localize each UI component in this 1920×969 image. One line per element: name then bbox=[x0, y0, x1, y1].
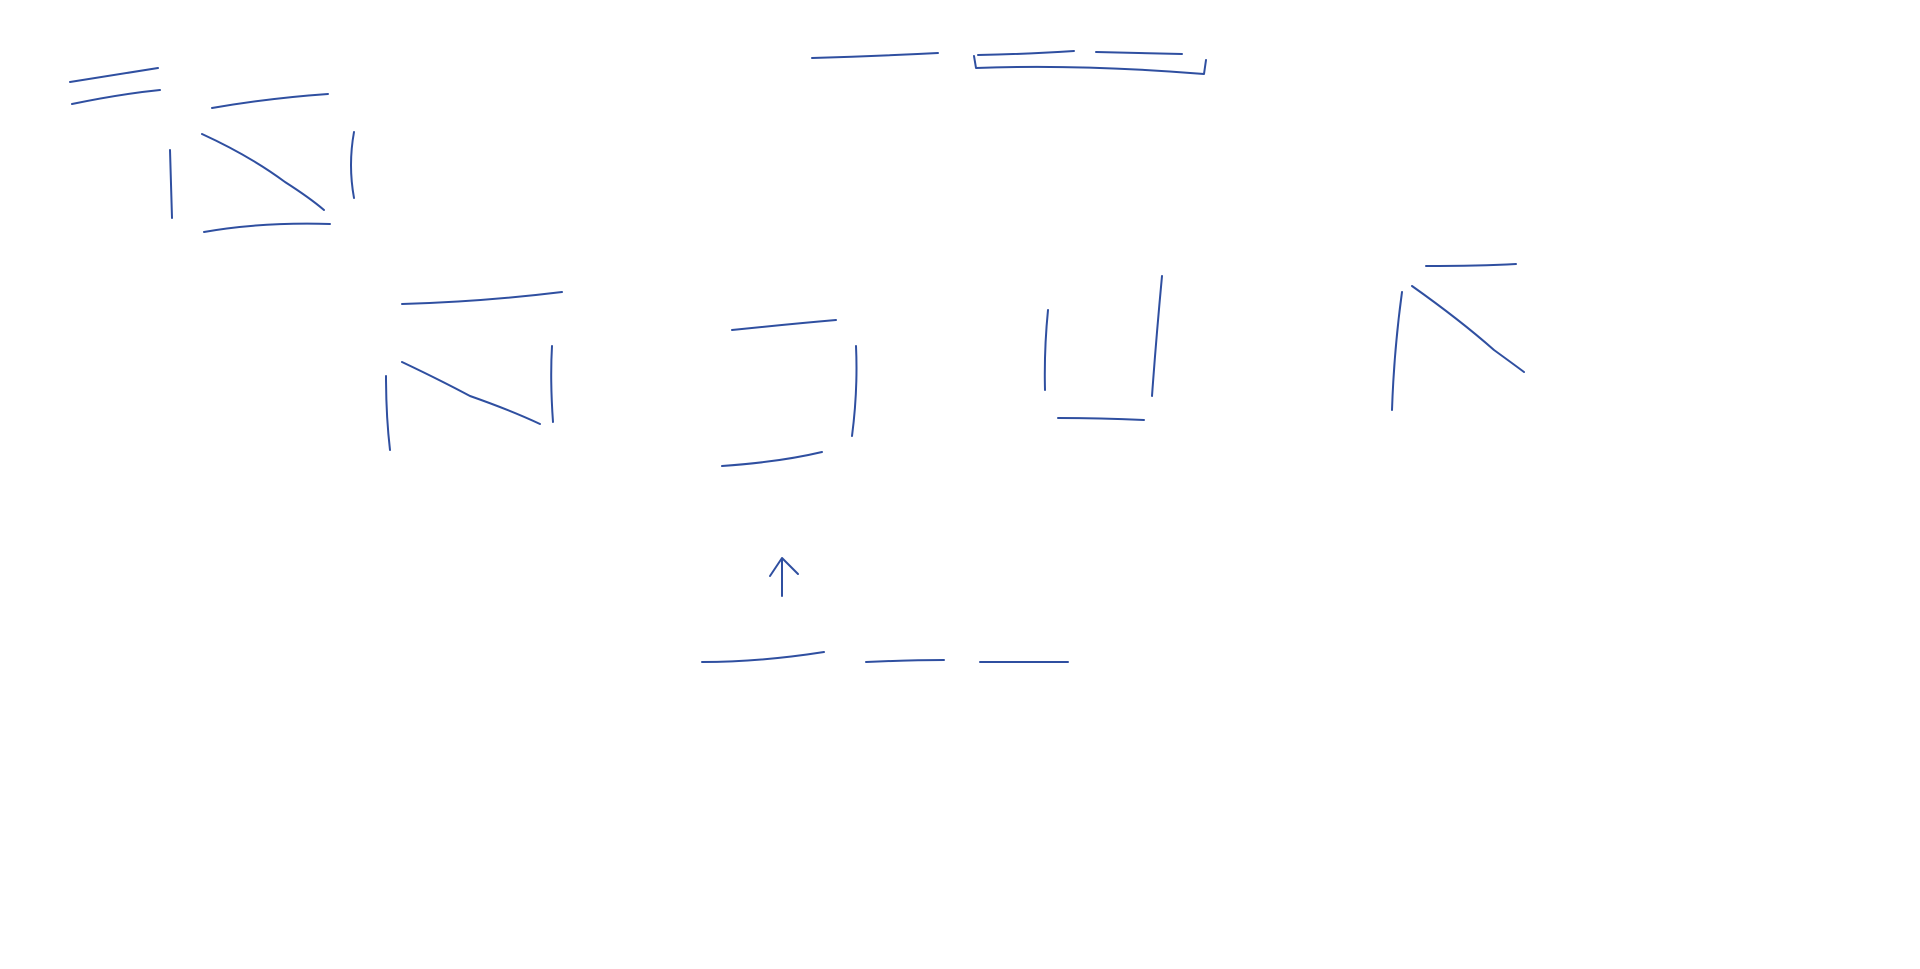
tree-3-node-0: 0 bbox=[1036, 274, 1054, 307]
tree-4-node-3: 3 bbox=[1518, 369, 1540, 409]
tree-1: 0 1 2 3 10 7 9 C = 26 bbox=[356, 316, 576, 559]
up-arrow-icon bbox=[769, 557, 799, 597]
tree-1-edge-1-3 bbox=[550, 345, 554, 423]
graph-group: Graph 0 1 2 3 5 7 9 10 8 bbox=[69, 24, 376, 266]
tree-3-weight-0-2: 9 bbox=[1006, 319, 1023, 349]
tree-2-node-2: 2 bbox=[698, 448, 718, 486]
tree-4-node-1: 1 bbox=[1528, 257, 1547, 292]
tree-4-node-0: 0 bbox=[1392, 251, 1414, 291]
graph-node-3: 3 bbox=[340, 205, 359, 240]
tree-1-weight-0-2: 9 bbox=[356, 398, 371, 426]
tree-2: 0 1 2 3 5 7 8 C = 20 bbox=[698, 284, 880, 561]
tree-4-node-2: 2 bbox=[1370, 416, 1393, 457]
tree-3-cost: 24 bbox=[1062, 491, 1105, 531]
tree-4-edge-0-1 bbox=[1425, 263, 1517, 267]
title-star-left: * bbox=[752, 13, 769, 53]
tree-3-node-2: 2 bbox=[1030, 404, 1048, 437]
annotation-text: minimum spanning tree bbox=[706, 599, 1114, 639]
graph-weight-2-3: 8 bbox=[248, 238, 263, 266]
graph-node-2: 2 bbox=[162, 225, 181, 260]
tree-4-edge-0-2 bbox=[1391, 291, 1403, 411]
tree-1-node-0: 0 bbox=[378, 339, 397, 374]
title-bracket-underline bbox=[973, 55, 1207, 75]
spanning-tree-label-underline bbox=[401, 291, 563, 305]
annotation-underline-spanning bbox=[865, 659, 945, 663]
graph-edge-0-3 bbox=[201, 133, 325, 211]
tree-2-node-3: 3 bbox=[834, 440, 852, 473]
title-underline-tree bbox=[1095, 51, 1183, 55]
annotation-group: minimum spanning tree bbox=[701, 557, 1114, 664]
tree-3-weight-2-3: 8 bbox=[1092, 436, 1110, 469]
graph-node-0: 0 bbox=[160, 95, 182, 135]
spanning-tree-label: spanning tree bbox=[400, 239, 636, 279]
tree-1-weight-0-3: 10 bbox=[476, 373, 504, 398]
tree-2-node-0: 0 bbox=[702, 319, 719, 349]
tree-1-node-3: 3 bbox=[544, 423, 561, 453]
tree-1-cost: C = 26 bbox=[412, 519, 529, 559]
tree-3-edge-0-2 bbox=[1043, 309, 1049, 391]
graph-edge-0-2 bbox=[169, 149, 173, 219]
graph-label: Graph bbox=[92, 24, 196, 64]
tree-1-edge-0-3 bbox=[401, 361, 541, 425]
tree-4: 0 1 2 3 5 10 9 24 bbox=[1356, 217, 1547, 514]
tree-2-weight-2-3: 8 bbox=[768, 476, 783, 504]
tree-2-cost: C = 20 bbox=[730, 521, 847, 561]
annotation-underline-minimum bbox=[701, 651, 825, 663]
tree-1-weight-1-3: 7 bbox=[560, 358, 576, 386]
graph-weight-0-2: 9 bbox=[140, 173, 157, 203]
tree-3-node-3: 3 bbox=[1150, 408, 1165, 436]
tree-1-node-1: 1 bbox=[546, 316, 561, 344]
graph-node-1: 1 bbox=[342, 83, 364, 123]
tree-2-node-1: 1 bbox=[848, 308, 863, 336]
graph-weight-0-3: 10 bbox=[258, 147, 283, 171]
tree-3-weight-1-3: 7 bbox=[1178, 350, 1196, 383]
tree-3-node-1: 1 bbox=[1164, 269, 1183, 304]
tree-2-edge-2-3 bbox=[721, 451, 823, 467]
tree-4-weight-0-2: 9 bbox=[1356, 333, 1373, 363]
tree-2-edge-1-3 bbox=[851, 345, 858, 437]
graph-edge-2-3 bbox=[203, 222, 331, 233]
graph-weight-1-3: 7 bbox=[362, 153, 376, 178]
title-text: Minimum spanning Tree bbox=[812, 3, 1221, 43]
title-underline-minimum bbox=[811, 52, 939, 59]
title-underline-spanning bbox=[977, 50, 1075, 56]
tree-2-weight-0-1: 5 bbox=[772, 284, 787, 312]
tree-3: 0 1 2 3 9 7 8 24 bbox=[1006, 269, 1196, 531]
tree-4-cost: 24 bbox=[1432, 476, 1473, 514]
tree-1-edge-0-2 bbox=[385, 375, 391, 451]
graph-edge-0-1 bbox=[211, 93, 329, 109]
tree-3-edge-2-3 bbox=[1057, 417, 1145, 421]
tree-2-edge-0-1 bbox=[731, 319, 837, 331]
title-star-right: * bbox=[1190, 9, 1207, 49]
graph-label-underline-1 bbox=[69, 67, 159, 83]
graph-edge-1-3 bbox=[350, 131, 355, 199]
title-group: * Minimum spanning Tree * bbox=[752, 3, 1221, 75]
tree-2-weight-1-3: 7 bbox=[864, 362, 880, 390]
graph-weight-0-1: 5 bbox=[252, 71, 266, 96]
tree-4-weight-0-1: 5 bbox=[1476, 217, 1493, 247]
tree-4-weight-0-3: 10 bbox=[1472, 307, 1500, 332]
spanning-tree-label-group: spanning tree bbox=[400, 239, 636, 305]
tree-4-edge-0-3 bbox=[1411, 285, 1525, 373]
graph-label-underline-2 bbox=[71, 89, 161, 105]
tree-3-edge-1-3 bbox=[1151, 275, 1163, 397]
tree-1-node-2: 2 bbox=[386, 461, 403, 491]
